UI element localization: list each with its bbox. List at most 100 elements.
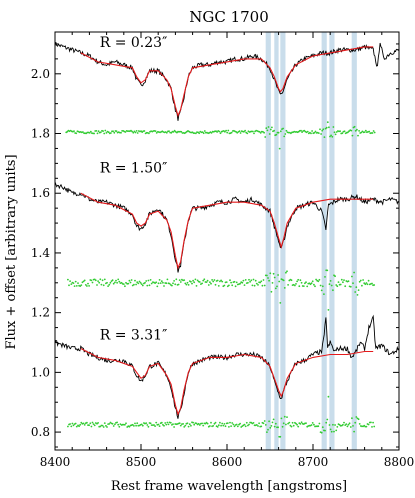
residual-point [269, 272, 272, 275]
residual-point [288, 421, 291, 424]
residual-point [172, 131, 175, 133]
masked-band [329, 32, 335, 450]
residual-point [110, 132, 112, 134]
residual-point [111, 279, 114, 282]
residual-point [263, 284, 266, 287]
residual-point [242, 279, 245, 282]
residual-point [373, 425, 376, 428]
residual-point [102, 130, 104, 133]
residual-point [361, 284, 363, 287]
residual-point [173, 280, 176, 282]
residual-point [243, 284, 246, 286]
residual-point [115, 130, 118, 133]
residual-point [71, 422, 74, 425]
residuals [65, 121, 376, 150]
residual-point [358, 423, 361, 425]
residual-point [153, 424, 155, 426]
residual-point [70, 283, 73, 285]
residual-point [266, 431, 268, 433]
residual-point [137, 282, 140, 285]
residual-point [350, 129, 353, 132]
residual-point [277, 131, 280, 134]
residual-point [339, 130, 341, 133]
residual-point [112, 282, 115, 285]
residual-point [326, 418, 329, 421]
residual-point [335, 131, 338, 133]
residual-point [158, 279, 161, 281]
residual-point [326, 121, 329, 124]
residual-point [349, 426, 352, 428]
residual-point [211, 279, 214, 281]
residual-point [349, 285, 352, 288]
axes: 8400 8500 8600 8700 8800 0.8 1.0 1.2 1.4 1.6 1.8 2.… [31, 31, 414, 469]
residual-point [190, 424, 192, 427]
residual-point [111, 422, 114, 425]
residual-point [165, 131, 168, 134]
residual-point [140, 423, 143, 426]
y-tick-label: 1.4 [31, 246, 50, 260]
residual-point [352, 425, 354, 427]
residual-point [342, 423, 344, 426]
residual-point [345, 423, 348, 425]
residual-point [257, 425, 259, 427]
residual-point [281, 425, 284, 428]
residual-point [282, 127, 284, 130]
residual-point [263, 420, 266, 422]
residual-point [216, 426, 219, 428]
residual-point [254, 279, 257, 282]
residual-point [69, 423, 71, 425]
residual-point [80, 421, 83, 424]
residual-point [193, 281, 196, 284]
residual-point [336, 285, 339, 288]
residual-point [291, 421, 294, 424]
residual-point [340, 278, 343, 281]
residual-point [262, 279, 265, 281]
residual-point [329, 280, 332, 282]
residual-point [133, 425, 135, 427]
residual-point [295, 283, 297, 285]
residual-point [239, 282, 242, 285]
residual-point [373, 131, 376, 134]
residual-point [192, 421, 195, 424]
residual-point [88, 424, 90, 427]
plot-frame [54, 31, 400, 451]
residual-point [72, 282, 75, 284]
residual-point [159, 282, 162, 284]
residual-point [198, 424, 201, 426]
residual-point [311, 280, 314, 283]
residual-point [217, 285, 220, 287]
residual-point [95, 130, 98, 132]
residual-point [285, 129, 288, 132]
residual-point [223, 284, 226, 287]
residual-point [165, 423, 168, 426]
residual-point [134, 131, 137, 134]
residual-point [177, 283, 180, 286]
residual-point [82, 131, 84, 133]
residual-point [133, 130, 136, 133]
residual-point [86, 421, 88, 424]
x-tick-label: 8600 [212, 455, 243, 469]
residual-point [245, 421, 248, 424]
residual-point [324, 276, 326, 278]
residual-point [83, 424, 86, 426]
residual-point [317, 425, 320, 428]
residual-point [184, 424, 187, 427]
residual-point [67, 278, 69, 281]
residual-point [267, 428, 269, 431]
residual-point [355, 286, 358, 289]
residual-point [101, 279, 104, 282]
residual-point [347, 280, 350, 283]
residual-point [219, 132, 222, 135]
residual-point [344, 285, 347, 288]
residual-point [99, 278, 102, 281]
residual-point [330, 134, 332, 137]
residual-point [354, 291, 357, 293]
residual-point [96, 132, 99, 135]
residual-point [197, 422, 200, 425]
residual-point [91, 281, 94, 284]
residual-point [296, 280, 298, 283]
residual-point [75, 132, 78, 135]
residual-point [138, 280, 141, 283]
residual-point [292, 424, 295, 427]
residual-point [314, 285, 316, 288]
